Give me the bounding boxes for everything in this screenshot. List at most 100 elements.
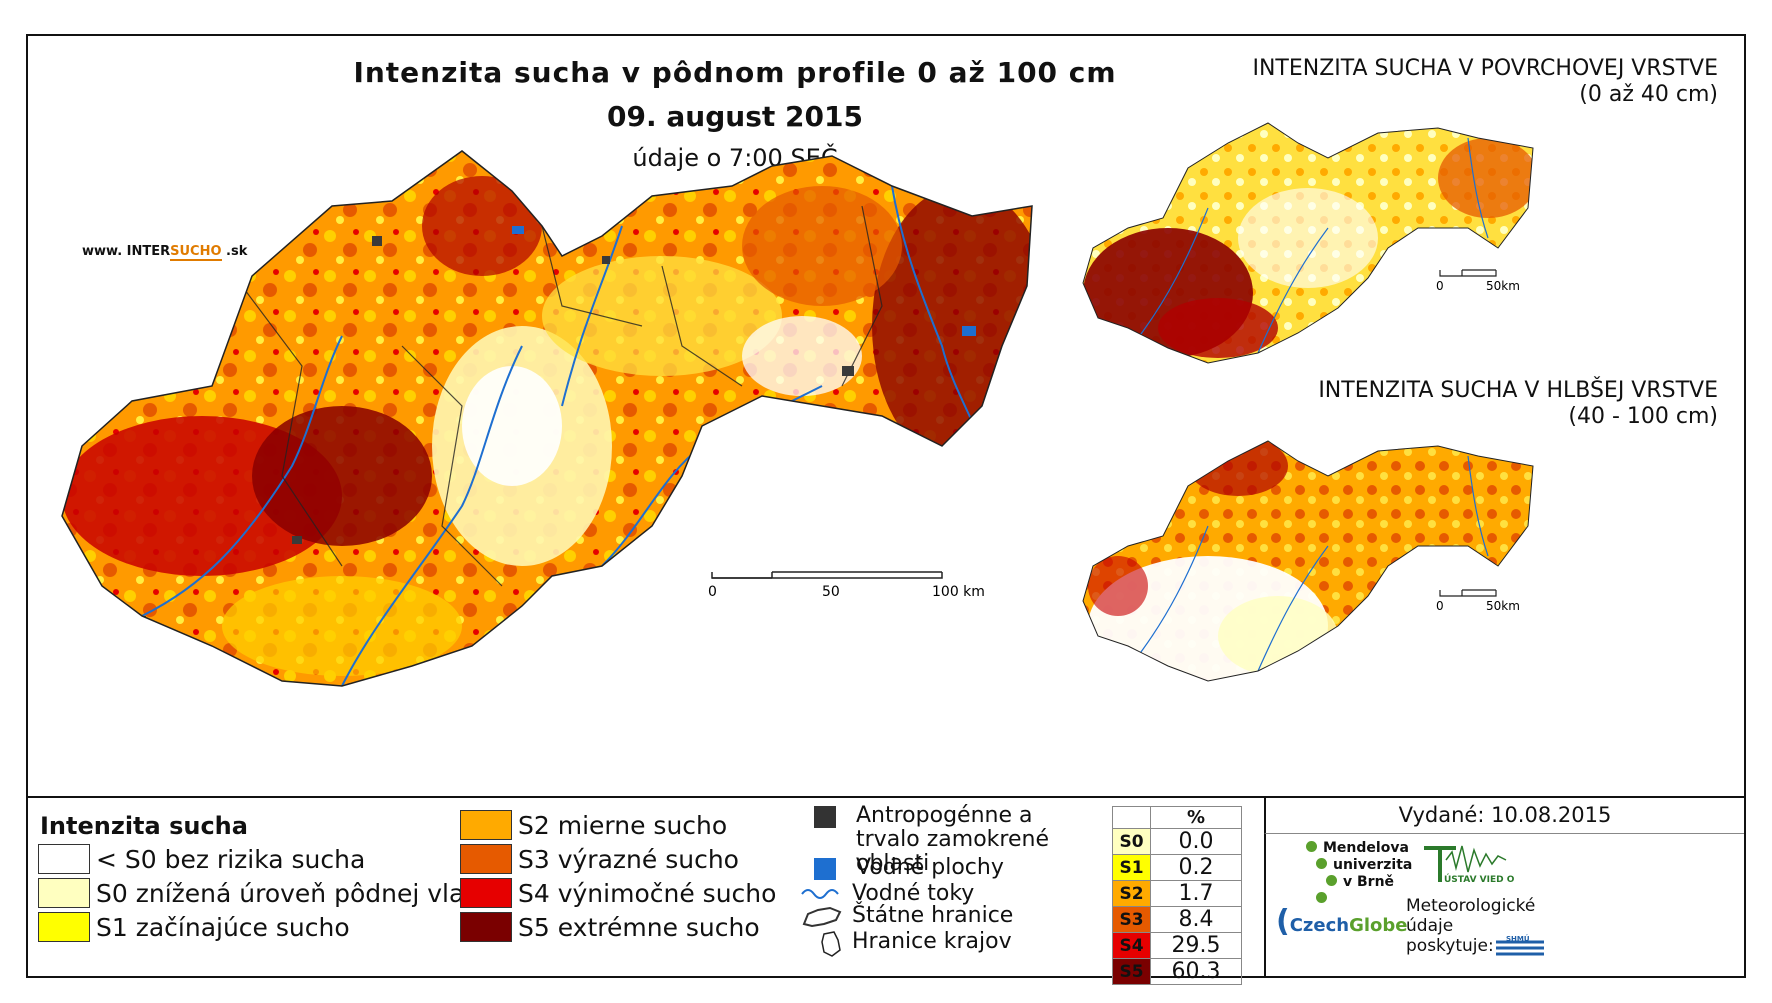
inset2-scale-bar: 0 50km [1436, 589, 1520, 613]
percent-value: 8.4 [1150, 906, 1242, 933]
inset2-subtitle: (40 - 100 cm) [1568, 404, 1718, 429]
legend-class-none: < S0 bez rizika sucha [38, 842, 365, 876]
legend-symbol-water-areas: Vodné plochy [814, 856, 1004, 880]
map-title: Intenzita sucha v pôdnom profile 0 až 10… [353, 56, 1117, 89]
legend-swatch [460, 810, 512, 840]
shmu-label: SHMÚ [1506, 934, 1530, 943]
legend-area: Intenzita sucha < S0 bez rizika sucha S0… [28, 796, 1744, 985]
mendel-university-logo[interactable]: Mendelova univerzita v Brně [1306, 840, 1412, 908]
main-drought-map [61, 150, 1033, 687]
percent-row-s0: S0 0.0 [1112, 828, 1242, 855]
inset2-title: INTENZITA SUCHA V HLBŠEJ VRSTVE [1318, 378, 1718, 403]
legend-symbol-state-borders: Štátne hranice [800, 904, 1013, 930]
map-frame: Intenzita sucha v pôdnom profile 0 až 10… [26, 34, 1746, 985]
percent-class: S3 [1112, 906, 1151, 933]
percent-row-s4: S4 29.5 [1112, 932, 1242, 959]
inset1-scale-0: 0 [1436, 279, 1444, 293]
percent-row-s1: S1 0.2 [1112, 854, 1242, 881]
symbol-label: Hranice krajov [852, 929, 1012, 954]
country-outline-icon [802, 906, 842, 928]
percent-class: S1 [1112, 854, 1151, 881]
mendel-line-3: v Brně [1343, 874, 1395, 890]
ustav-t-icon [1424, 846, 1456, 882]
region-outline-icon [821, 931, 841, 957]
inset1-subtitle: (0 až 40 cm) [1579, 82, 1718, 107]
symbol-label: Vodné toky [852, 881, 975, 906]
percent-class: S4 [1112, 932, 1151, 959]
ustav-vied-o-zemi-logo[interactable]: ÚSTAV VIED O ZEMI [1416, 838, 1516, 892]
symbol-label: Štátne hranice [852, 903, 1014, 928]
inset1-drought-map [1082, 122, 1534, 364]
logo-suffix: .sk [221, 244, 248, 259]
mendel-line-1: Mendelova [1323, 840, 1409, 856]
legend-swatch [38, 878, 90, 908]
mendel-dot-icon [1326, 875, 1337, 886]
scale-label-0: 0 [708, 584, 717, 600]
legend-class-s0: S0 znížená úroveň pôdnej vlahy [38, 876, 495, 910]
czechglobe-logo[interactable]: (CzechGlobe [1276, 904, 1408, 939]
legend-title: Intenzita sucha [40, 812, 248, 840]
percent-value: 29.5 [1150, 932, 1242, 959]
inset2-scale-50: 50km [1486, 599, 1520, 613]
symbol-label: Vodné plochy [856, 855, 1004, 880]
dark-square-icon [814, 806, 836, 828]
meteo-line-2: údaje [1406, 916, 1454, 936]
legend-class-s4: S4 výnimočné sucho [460, 876, 776, 910]
czechglobe-text-a: Czech [1289, 915, 1350, 936]
symbol-label: Antropogénne a trvalo zamokrené oblasti [856, 803, 1049, 876]
meteo-credit: Meteorologické údaje poskytuje: [1406, 896, 1535, 956]
inset2-scale-0: 0 [1436, 599, 1444, 613]
blue-square-icon [814, 858, 836, 880]
intersucho-logo[interactable]: www. INTERSUCHO .sk [82, 244, 248, 261]
legend-swatch [460, 912, 512, 942]
percent-row-s3: S3 8.4 [1112, 906, 1242, 933]
issued-date: Vydané: 10.08.2015 [1264, 798, 1744, 834]
mendel-dot-icon [1316, 892, 1327, 903]
ustav-label: ÚSTAV VIED O ZEMI [1444, 873, 1516, 885]
seismograph-icon [1445, 845, 1507, 873]
legend-symbol-region-borders: Hranice krajov [818, 930, 1012, 958]
mendel-dot-icon [1306, 841, 1317, 852]
legend-class-s5: S5 extrémne sucho [460, 910, 760, 944]
legend-label: S5 extrémne sucho [518, 912, 760, 942]
legend-symbol-anthropogenic: Antropogénne a trvalo zamokrené oblasti [814, 804, 1074, 876]
shmu-stripes-icon [1496, 940, 1544, 956]
inset1-scale-bar: 0 50km [1436, 269, 1520, 293]
logo-accent: SUCHO [170, 244, 222, 261]
legend-swatch [38, 844, 90, 874]
scale-label-50: 50 [822, 584, 840, 600]
legend-label: S0 znížená úroveň pôdnej vlahy [96, 878, 495, 908]
percent-row-s5: S5 60.3 [1112, 958, 1242, 985]
inset1-scale-50: 50km [1486, 279, 1520, 293]
percent-value: 1.7 [1150, 880, 1242, 907]
meteo-line-3: poskytuje: [1406, 936, 1494, 956]
legend-label: S4 výnimočné sucho [518, 878, 777, 908]
legend-swatch [38, 912, 90, 942]
legend-swatch [460, 878, 512, 908]
legend-label: < S0 bez rizika sucha [96, 844, 366, 874]
czechglobe-arc-icon: ( [1276, 904, 1290, 939]
legend-class-s3: S3 výrazné sucho [460, 842, 739, 876]
percent-table: % S0 0.0 S1 0.2 S2 1.7 S3 8.4 S4 29.5 [1112, 806, 1242, 985]
legend-symbol-rivers: Vodné toky [800, 882, 974, 906]
mendel-dot-icon [1316, 858, 1327, 869]
percent-row-s2: S2 1.7 [1112, 880, 1242, 907]
legend-label: S3 výrazné sucho [518, 844, 739, 874]
main-scale-bar: 0 50 100 km [708, 571, 985, 600]
legend-class-s1: S1 začínajúce sucho [38, 910, 350, 944]
wavy-line-icon [801, 889, 839, 899]
shmu-logo[interactable]: SHMÚ [1492, 934, 1548, 960]
logo-prefix: www. INTER [82, 244, 171, 259]
percent-table-header: % [1112, 806, 1242, 829]
inset1-title: INTENZITA SUCHA V POVRCHOVEJ VRSTVE [1252, 56, 1718, 81]
percent-class: S2 [1112, 880, 1151, 907]
percent-value: 60.3 [1150, 958, 1242, 985]
czechglobe-text-b: Globe [1349, 915, 1408, 936]
map-date: 09. august 2015 [607, 100, 863, 133]
meteo-line-1: Meteorologické [1406, 896, 1536, 916]
mendel-line-2: univerzita [1333, 857, 1413, 873]
legend-label: S1 začínajúce sucho [96, 912, 350, 942]
inset2-drought-map [1082, 440, 1534, 682]
percent-header-empty [1112, 806, 1151, 829]
percent-value: 0.2 [1150, 854, 1242, 881]
